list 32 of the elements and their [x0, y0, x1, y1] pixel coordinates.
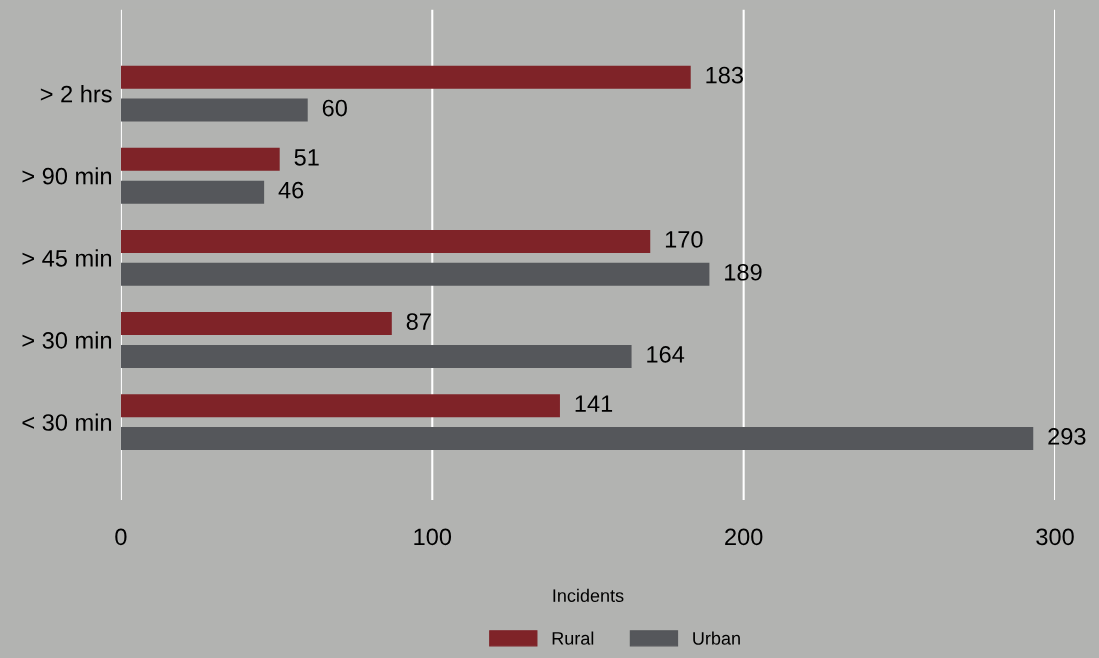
- data-label: 293: [1048, 428, 1086, 445]
- data-label: 183: [706, 66, 743, 84]
- bar: [120, 427, 1034, 450]
- bar: [120, 394, 560, 418]
- data-label: 189: [725, 263, 762, 281]
- y-tick-label: > 45 min: [22, 249, 112, 267]
- bar: [120, 262, 710, 286]
- data-label: 170: [665, 231, 703, 248]
- bar: [120, 147, 280, 171]
- legend-label: Rural: [552, 631, 594, 645]
- data-label: 46: [278, 181, 304, 199]
- bar: [120, 65, 691, 89]
- x-tick-label: 0: [115, 528, 127, 546]
- bar: [120, 180, 265, 204]
- x-tick-label: 100: [414, 528, 452, 546]
- y-tick-label: > 90 min: [22, 167, 112, 185]
- bar: [120, 344, 632, 368]
- data-label: 87: [406, 313, 431, 330]
- data-label: 51: [294, 149, 319, 166]
- bar: [120, 312, 392, 336]
- legend-label: Urban: [693, 631, 740, 645]
- x-axis-title: Incidents: [553, 588, 624, 603]
- data-label: 164: [647, 346, 685, 363]
- data-label: 60: [322, 99, 347, 117]
- y-tick-label: < 30 min: [22, 413, 112, 431]
- y-tick-label: > 2 hrs: [40, 85, 112, 103]
- x-tick-label: 200: [725, 528, 763, 546]
- bar: [120, 229, 651, 253]
- data-label: 141: [575, 395, 613, 412]
- bar: [120, 98, 308, 122]
- y-tick-label: > 30 min: [22, 331, 112, 349]
- x-tick-label: 300: [1036, 528, 1074, 546]
